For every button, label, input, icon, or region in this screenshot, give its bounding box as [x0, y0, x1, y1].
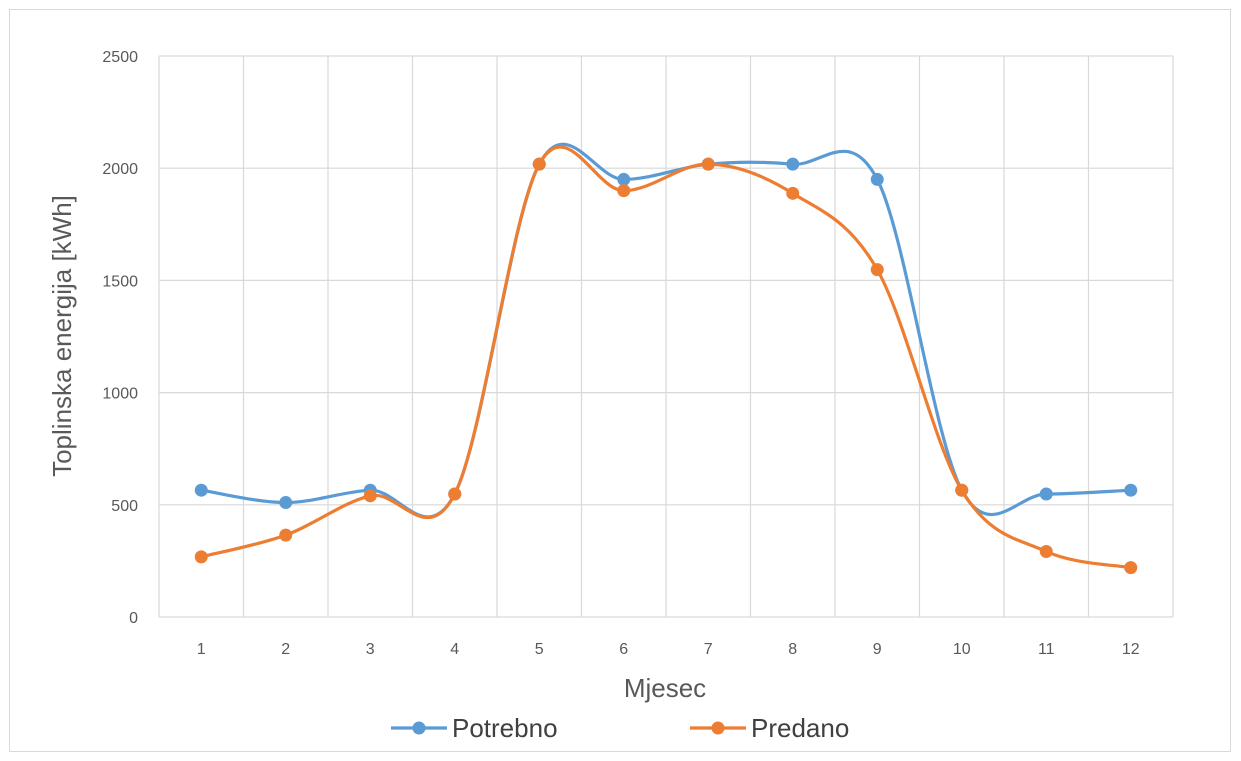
chart-frame — [9, 9, 1231, 752]
grid-lines — [158, 55, 1174, 618]
y-tick-labels: 0 500 1000 1500 2000 2500 — [102, 49, 138, 627]
y-tick-label: 2000 — [102, 161, 138, 178]
legend: Potrebno Predano — [391, 713, 849, 743]
y-tick-label: 500 — [111, 498, 138, 515]
data-point — [1124, 483, 1138, 497]
x-tick-label: 9 — [873, 641, 882, 658]
data-point — [194, 483, 208, 497]
data-point — [532, 157, 546, 171]
x-tick-label: 10 — [953, 641, 971, 658]
x-tick-label: 12 — [1122, 641, 1140, 658]
x-tick-label: 3 — [366, 641, 375, 658]
x-tick-label: 7 — [704, 641, 713, 658]
y-tick-label: 0 — [129, 610, 138, 627]
data-point — [279, 496, 293, 510]
x-tick-label: 1 — [197, 641, 206, 658]
legend-label: Predano — [751, 713, 849, 743]
legend-point-marker — [412, 721, 426, 735]
data-point — [870, 263, 884, 277]
y-tick-label: 1500 — [102, 273, 138, 290]
x-tick-label: 8 — [788, 641, 797, 658]
y-axis-title: Toplinska energija [kWh] — [47, 195, 77, 477]
x-tick-label: 4 — [450, 641, 459, 658]
x-axis-title: Mjesec — [624, 673, 706, 703]
data-point — [363, 489, 377, 503]
y-tick-label: 2500 — [102, 49, 138, 66]
x-tick-label: 5 — [535, 641, 544, 658]
data-point — [701, 157, 715, 171]
legend-label: Potrebno — [452, 713, 558, 743]
data-point — [1039, 544, 1053, 558]
y-tick-label: 1000 — [102, 386, 138, 403]
x-tick-label: 11 — [1038, 641, 1055, 658]
legend-item-potrebno: Potrebno — [391, 713, 558, 743]
x-tick-label: 2 — [281, 641, 290, 658]
data-point — [617, 172, 631, 186]
data-point — [448, 487, 462, 501]
series-layer — [194, 142, 1138, 575]
legend-item-predano: Predano — [690, 713, 849, 743]
data-point — [1124, 561, 1138, 575]
data-point — [786, 186, 800, 200]
x-tick-labels: 1 2 3 4 5 6 7 8 9 10 11 12 — [197, 641, 1140, 658]
data-point — [194, 550, 208, 564]
data-point — [955, 483, 969, 497]
data-point — [617, 184, 631, 198]
data-point — [1039, 487, 1053, 501]
legend-point-marker — [711, 721, 725, 735]
x-tick-label: 6 — [619, 641, 628, 658]
data-point — [786, 157, 800, 171]
data-point — [870, 172, 884, 186]
data-point — [279, 528, 293, 542]
series-predano — [194, 145, 1138, 575]
